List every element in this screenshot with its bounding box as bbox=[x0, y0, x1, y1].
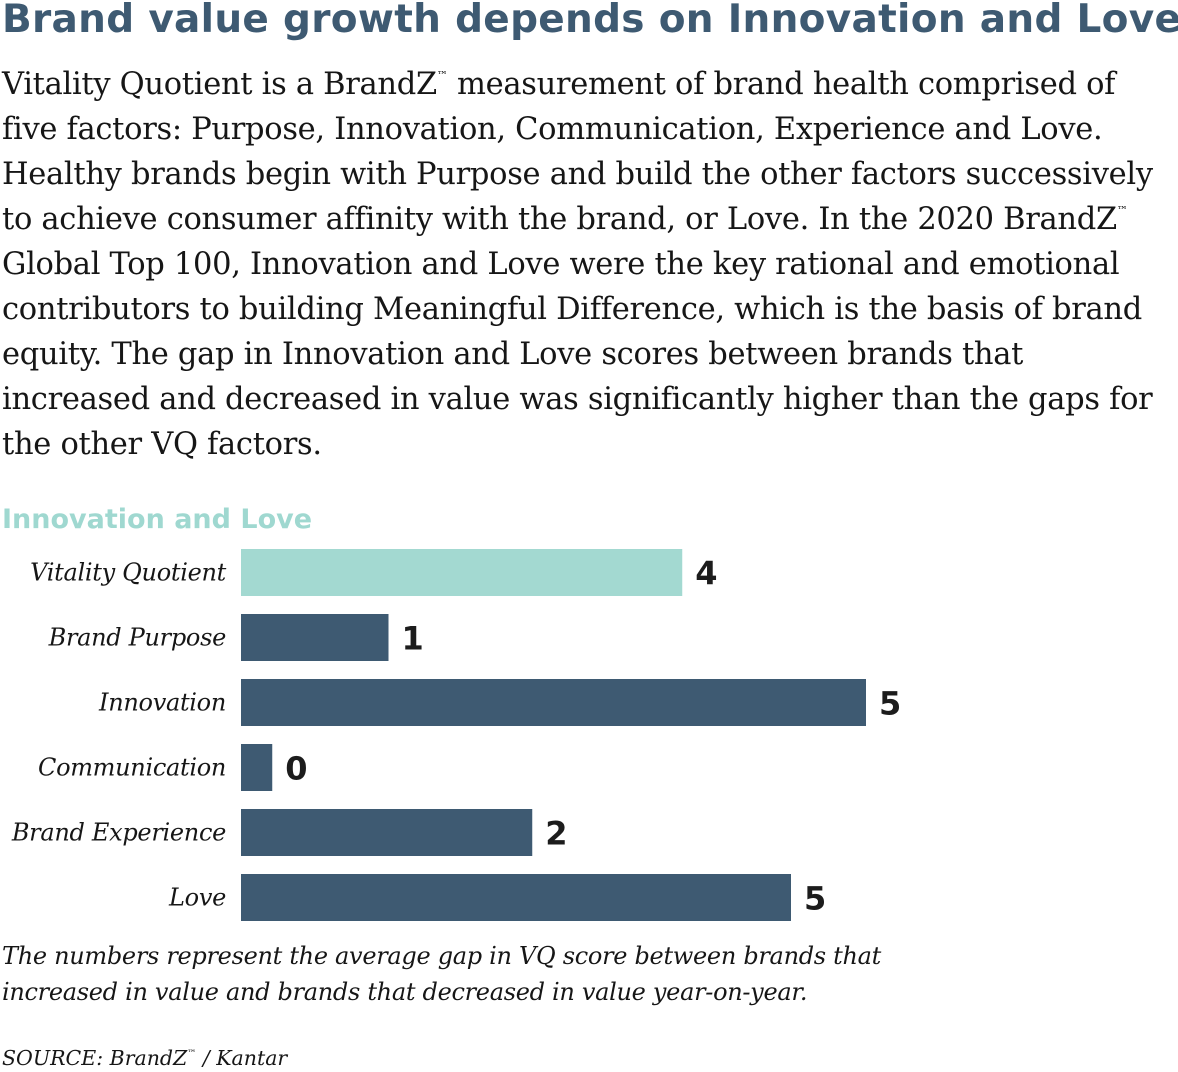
category-label: Innovation bbox=[98, 689, 226, 717]
bar-brand-purpose bbox=[241, 614, 389, 661]
category-label: Love bbox=[168, 884, 226, 912]
intro-text-3: Global Top 100, Innovation and Love were… bbox=[2, 247, 1153, 462]
trademark-mark: ™ bbox=[1116, 204, 1128, 217]
category-label: Vitality Quotient bbox=[30, 559, 226, 587]
intro-text-1: Vitality Quotient is a BrandZ bbox=[2, 67, 437, 102]
trademark-mark: ™ bbox=[436, 69, 448, 82]
source-text-end: / Kantar bbox=[196, 1046, 288, 1070]
bar-innovation bbox=[241, 679, 866, 726]
page-headline: Brand value growth depends on Innovation… bbox=[2, 0, 1178, 42]
chart-footnote: The numbers represent the average gap in… bbox=[2, 942, 881, 1006]
bar-chart: Vitality Quotient 4 Brand Purpose 1 Innovati… bbox=[11, 549, 901, 921]
trademark-mark: ™ bbox=[187, 1049, 197, 1059]
chart-title: Innovation and Love bbox=[2, 504, 313, 535]
value-label: 5 bbox=[804, 880, 826, 918]
value-label: 2 bbox=[545, 815, 567, 853]
category-label: Communication bbox=[38, 754, 226, 782]
category-label: Brand Purpose bbox=[48, 624, 226, 652]
source-text: SOURCE: BrandZ bbox=[2, 1046, 188, 1070]
bar-communication bbox=[241, 744, 273, 791]
source-credit: SOURCE: BrandZ™ / Kantar bbox=[2, 1044, 287, 1072]
bar-love bbox=[241, 874, 791, 921]
category-label: Brand Experience bbox=[11, 819, 226, 847]
value-label: 4 bbox=[695, 555, 717, 593]
value-label: 5 bbox=[879, 685, 901, 723]
value-label: 1 bbox=[402, 620, 424, 658]
bar-brand-experience bbox=[241, 809, 533, 856]
intro-text-2: measurement of brand health comprised of… bbox=[2, 67, 1153, 237]
bar-vitality-quotient bbox=[241, 549, 683, 596]
intro-paragraph: Vitality Quotient is a BrandZ™ measureme… bbox=[2, 62, 1174, 467]
value-label: 0 bbox=[285, 750, 307, 788]
